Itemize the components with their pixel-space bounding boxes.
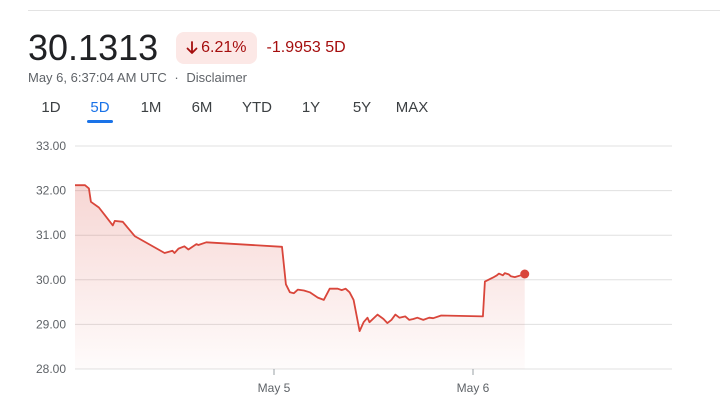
tab-1m[interactable]: 1M [140, 99, 162, 116]
x-tick-label: May 6 [457, 381, 490, 395]
y-tick-label: 33.00 [36, 139, 66, 153]
price-line [75, 184, 525, 332]
x-tick-label: May 5 [258, 381, 291, 395]
x-axis-labels: May 5 May 6 [258, 369, 490, 395]
tab-6m[interactable]: 6M [191, 99, 213, 116]
timestamp: May 6, 6:37:04 AM UTC [28, 70, 167, 85]
quote-header: 30.1313 6.21% -1.9953 5D [28, 28, 346, 68]
tab-5d[interactable]: 5D [74, 96, 126, 123]
tab-ytd[interactable]: YTD [242, 99, 272, 116]
y-axis-labels: 33.00 32.00 31.00 30.00 29.00 28.00 [36, 139, 66, 376]
y-tick-label: 29.00 [36, 317, 66, 331]
current-price-dot [520, 269, 530, 279]
range-tabs: 1D 5D 1M 6M YTD 1Y 5Y MAX [28, 96, 436, 123]
y-tick-label: 30.00 [36, 273, 66, 287]
current-price: 30.1313 [28, 27, 159, 68]
disclaimer-link[interactable]: Disclaimer [186, 70, 247, 85]
arrow-down-icon [186, 41, 198, 55]
absolute-change: -1.9953 5D [266, 39, 346, 56]
tab-max[interactable]: MAX [395, 99, 429, 116]
percent-change-value: 6.21% [201, 39, 247, 56]
y-tick-label: 32.00 [36, 184, 66, 198]
y-tick-label: 31.00 [36, 228, 66, 242]
timestamp-line: May 6, 6:37:04 AM UTC · Disclaimer [28, 70, 247, 85]
separator-dot: · [174, 70, 179, 85]
tab-1y[interactable]: 1Y [301, 99, 321, 116]
percent-change-badge: 6.21% [176, 32, 257, 64]
tab-1d[interactable]: 1D [41, 99, 61, 116]
tab-5y[interactable]: 5Y [352, 99, 372, 116]
y-tick-label: 28.00 [36, 362, 66, 376]
top-divider [28, 10, 720, 11]
price-area [75, 185, 525, 369]
